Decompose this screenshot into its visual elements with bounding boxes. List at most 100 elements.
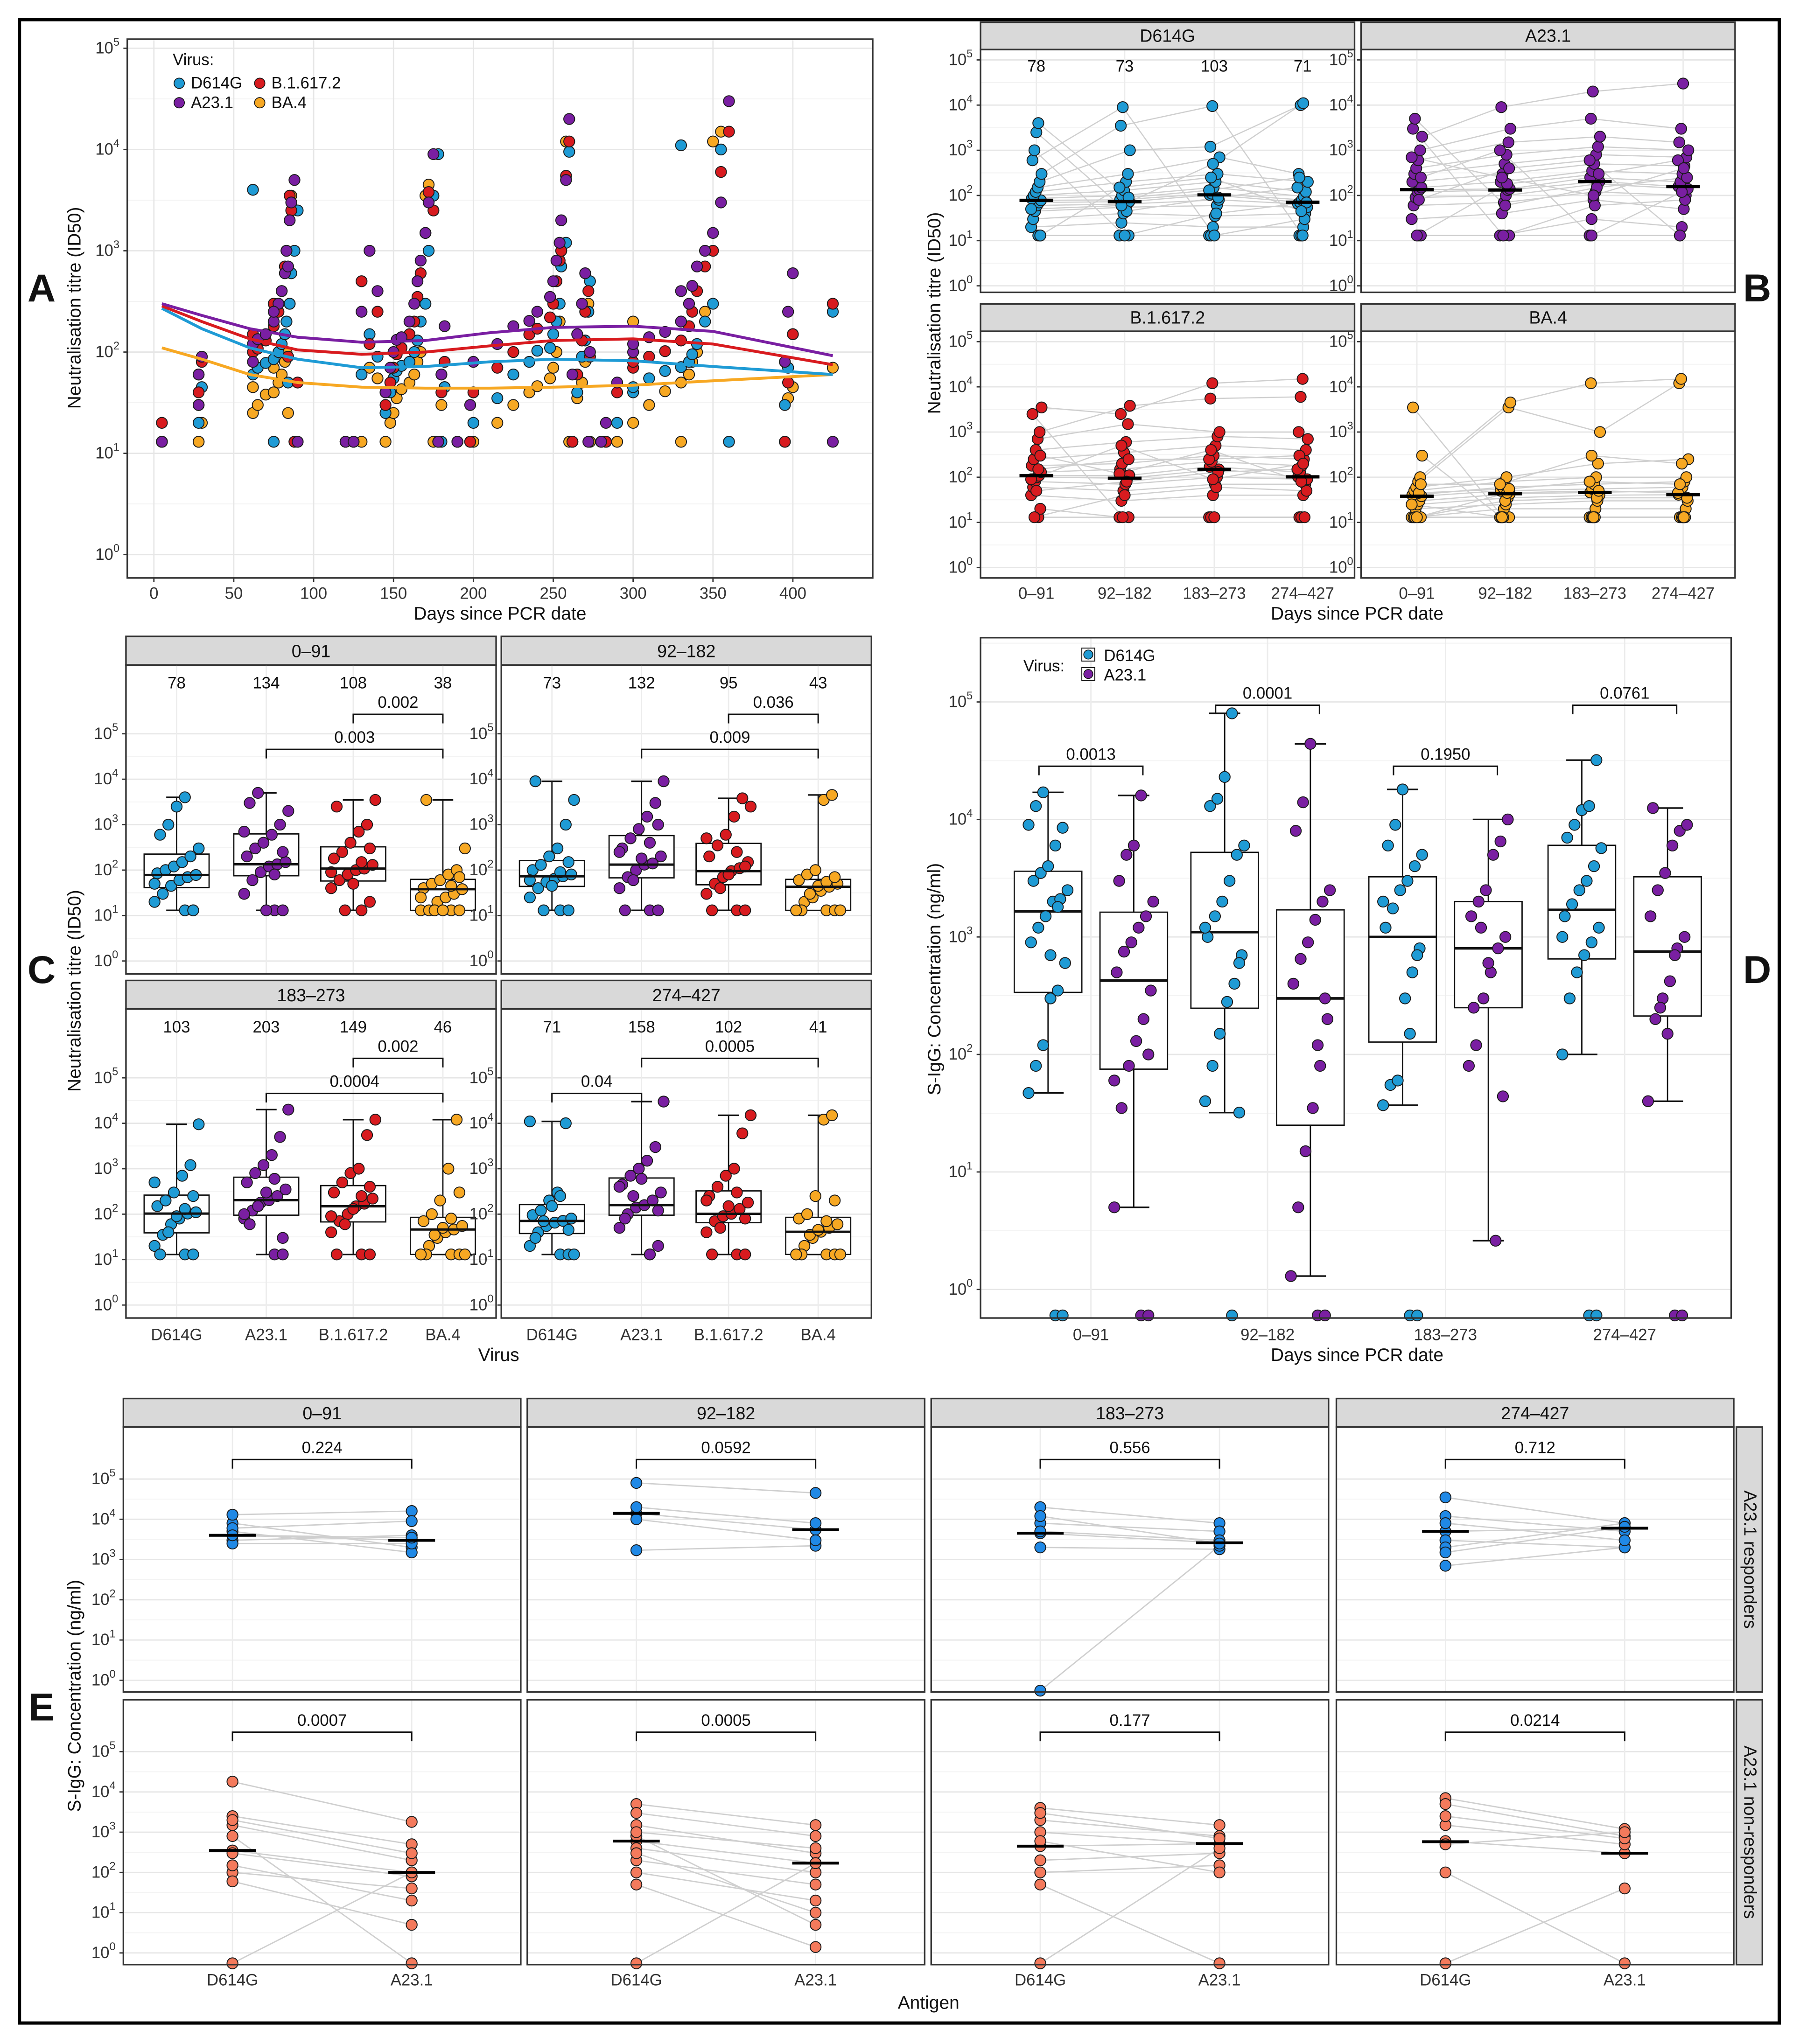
y-tick-label: 103 [94, 1157, 118, 1178]
data-point [1114, 408, 1127, 420]
paired-line [232, 1881, 412, 1925]
y-tick-label: 102 [1329, 183, 1353, 204]
data-point [1204, 392, 1217, 405]
p-value-label: 0.224 [302, 1439, 343, 1457]
tick-exponent: 3 [967, 139, 973, 151]
tick-exponent: 4 [110, 1507, 116, 1520]
smooth-line-b16172 [161, 304, 833, 366]
data-point [1618, 1534, 1631, 1547]
paired-line [1040, 1545, 1220, 1691]
tick-exponent: 0 [1347, 556, 1353, 568]
data-point-b16172 [156, 417, 168, 429]
data-point [347, 878, 359, 890]
tick-base: 10 [1329, 232, 1347, 250]
data-point [1124, 144, 1136, 156]
data-point [277, 846, 289, 858]
data-point [249, 1167, 261, 1179]
data-point [809, 1906, 822, 1919]
facet-strip-label: 92–182 [657, 642, 715, 661]
smooth-line-ba4 [161, 346, 833, 390]
data-point [1415, 171, 1427, 184]
facet-strip-label: A23.1 [1525, 26, 1571, 45]
tick-exponent: 5 [967, 690, 973, 702]
y-tick-label: 104 [94, 1111, 118, 1132]
tick-base: 10 [469, 1251, 488, 1269]
y-tick-label: 104 [949, 808, 973, 829]
data-point [148, 878, 161, 890]
legend-swatch [1083, 669, 1093, 679]
participant-line [1035, 476, 1307, 485]
median-label: 46 [434, 1019, 452, 1036]
data-point-a231 [675, 315, 687, 328]
y-tick-label: 104 [469, 1111, 494, 1132]
participant-line [1031, 495, 1303, 502]
data-point [336, 846, 348, 858]
participant-line [1415, 497, 1687, 518]
data-point [562, 856, 574, 868]
data-point-ba4 [282, 407, 294, 419]
x-tick-label: 200 [460, 585, 487, 602]
data-point [406, 1957, 418, 1969]
x-tick-label: D614G [1015, 1971, 1066, 1989]
data-point [1061, 884, 1074, 896]
data-point [414, 891, 427, 904]
data-point-a231 [600, 417, 612, 429]
data-point-a231 [723, 95, 735, 107]
data-point [1618, 1882, 1631, 1895]
participant-line [1041, 193, 1302, 201]
data-point [829, 1194, 841, 1207]
paired-line [636, 1482, 816, 1494]
participant-line [1033, 213, 1305, 220]
data-point [809, 1819, 822, 1831]
data-point-ba4 [659, 385, 671, 398]
p-value-label: 0.0001 [1243, 685, 1292, 703]
participant-line [1035, 205, 1307, 212]
data-point [151, 1200, 163, 1212]
data-point-a231 [285, 196, 297, 209]
paired-line [1040, 1819, 1220, 1837]
tick-base: 10 [949, 559, 967, 577]
data-point-ba4 [435, 399, 448, 411]
data-point [1034, 1807, 1046, 1819]
data-point [459, 842, 471, 855]
paired-line [232, 1815, 412, 1845]
tick-base: 10 [469, 770, 488, 788]
tick-exponent: 3 [967, 925, 973, 937]
tick-base: 10 [91, 1904, 110, 1922]
y-tick-label: 101 [95, 441, 119, 462]
data-point [1414, 144, 1426, 156]
data-point [1661, 1028, 1674, 1040]
data-point [1026, 408, 1039, 420]
data-point [1407, 401, 1419, 413]
x-tick-label: D614G [151, 1326, 202, 1344]
data-point [1032, 463, 1044, 475]
data-point-ba4 [491, 417, 504, 429]
data-point [1125, 936, 1137, 949]
data-point [652, 818, 664, 831]
legend-label: B.1.617.2 [272, 75, 341, 92]
data-point [1123, 1060, 1135, 1072]
data-point [1291, 181, 1303, 194]
data-point [562, 1224, 574, 1236]
data-point [1204, 140, 1217, 153]
tick-exponent: 3 [1347, 420, 1353, 432]
participant-line [1416, 490, 1678, 518]
data-point [1228, 977, 1240, 990]
data-point [1118, 946, 1130, 958]
median-label: 41 [809, 1019, 827, 1036]
data-point [1654, 1002, 1667, 1014]
data-point [1293, 171, 1305, 184]
data-point-d614g [611, 417, 623, 429]
data-point-d614g [563, 146, 575, 158]
data-point-a231 [707, 227, 719, 239]
data-point [1122, 168, 1134, 180]
data-point [655, 1186, 667, 1199]
facet-strip-label: B.1.617.2 [1130, 307, 1205, 327]
y-tick-label: 101 [94, 1248, 118, 1269]
data-point [148, 1176, 161, 1188]
data-point-ba4 [611, 436, 623, 448]
participant-line [1418, 160, 1681, 236]
data-point-a231 [422, 196, 435, 209]
data-point-a231 [560, 174, 572, 186]
p-value-label: 0.036 [753, 694, 794, 712]
